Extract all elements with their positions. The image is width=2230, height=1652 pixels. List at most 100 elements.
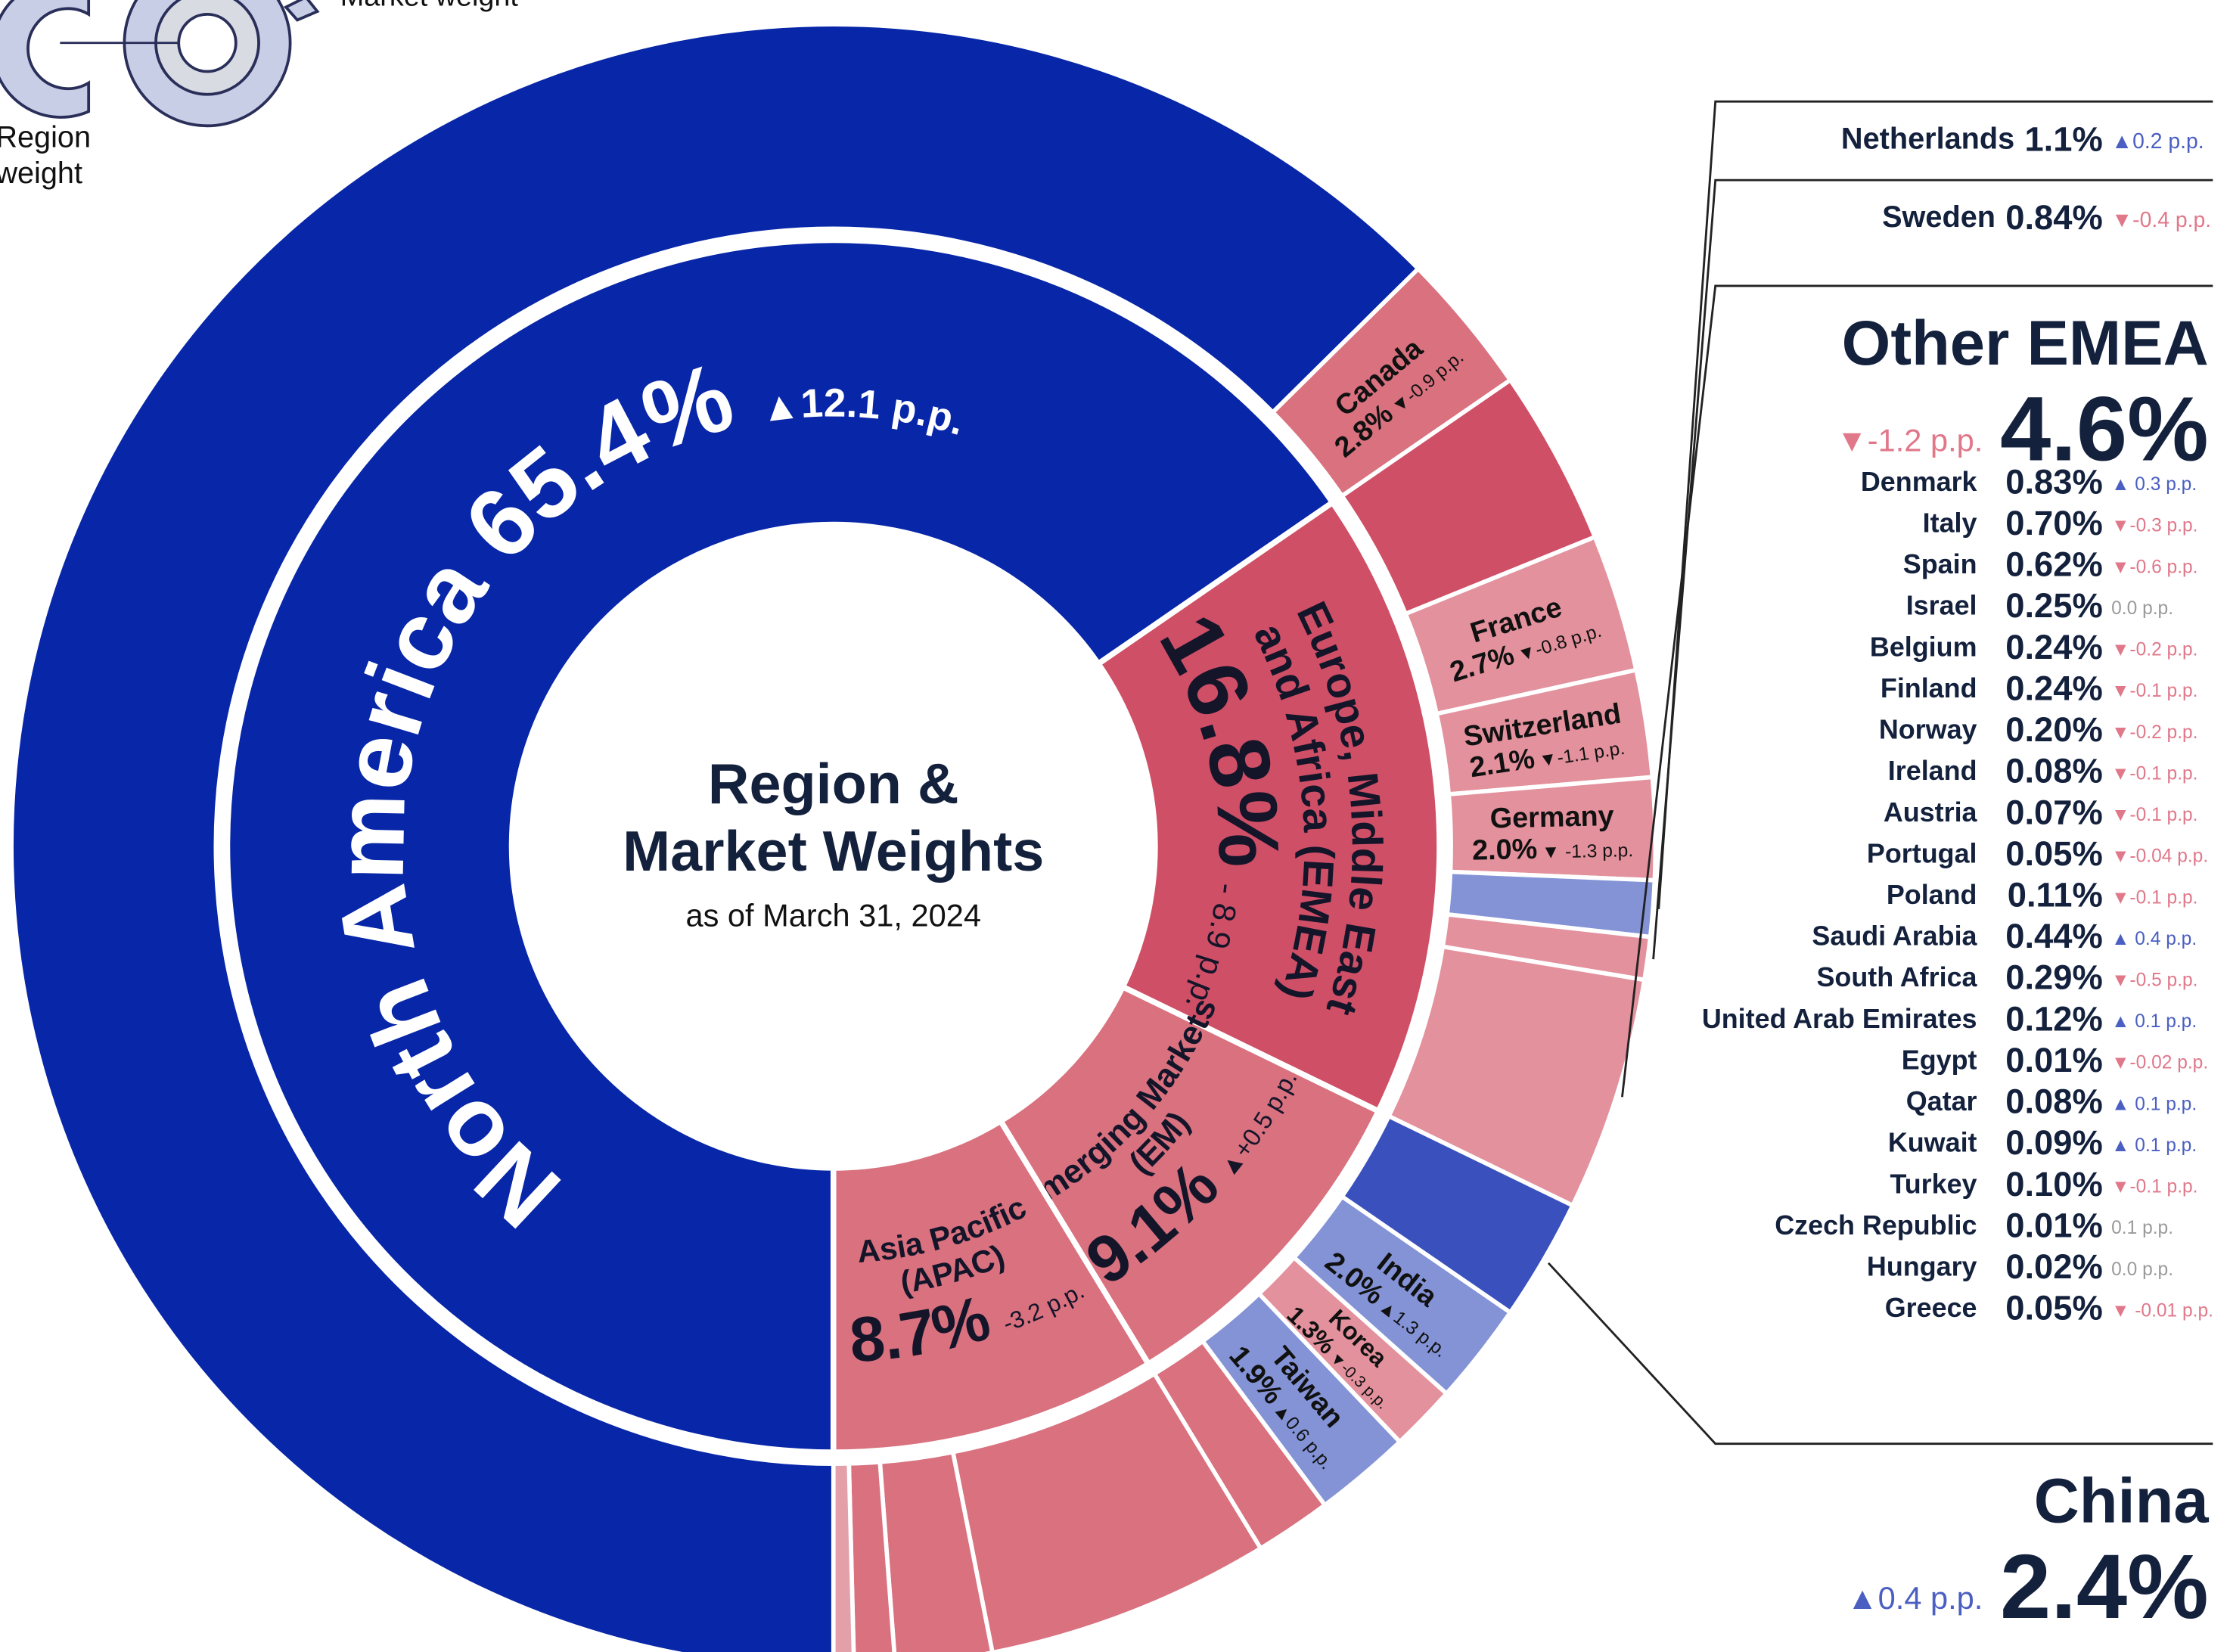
chart-title: Market Weights (623, 820, 1044, 883)
list-value: 0.02% (2005, 1247, 2103, 1286)
list-name: Italy (1923, 508, 1977, 538)
list-value: 0.11% (2008, 875, 2103, 914)
list-change: ▼-0.2 p.p. (2111, 722, 2197, 743)
list-name: Finland (1881, 673, 1977, 703)
list-change: ▲ 0.1 p.p. (2111, 1135, 2197, 1156)
market-segment (1269, 266, 1514, 499)
list-value: 0.24% (2005, 669, 2103, 707)
legend-pointer (283, 0, 320, 22)
list-change: ▼-0.6 p.p. (2111, 557, 2197, 577)
list-name: Kuwait (1888, 1128, 1977, 1158)
region-segment (996, 983, 1383, 1368)
list-change: ▼-0.5 p.p. (2111, 970, 2197, 990)
market-value-line: 2.0% ▼ -1.3 p.p. (1472, 831, 1634, 867)
region-segment (1094, 498, 1443, 1116)
market-name: Germany (1489, 800, 1614, 834)
list-value: 0.08% (2005, 752, 2103, 790)
callout-line: Netherlands 1.1% (1841, 120, 2103, 158)
list-value: 0.12% (2005, 999, 2103, 1038)
list-change: 0.1 p.p. (2111, 1218, 2173, 1238)
callout-name: Netherlands (1841, 122, 2014, 155)
market-value-label: 2.0% (1472, 834, 1538, 867)
list-name: Spain (1903, 549, 1977, 579)
list-value: 0.44% (2005, 917, 2103, 955)
list-value: 0.07% (2005, 793, 2103, 831)
callout-change: ▼-0.4 p.p. (2111, 208, 2211, 232)
callout-value: 1.1% (2024, 120, 2102, 158)
list-value: 0.70% (2005, 504, 2103, 542)
list-change: ▼ -0.01 p.p. (2111, 1300, 2213, 1321)
region-segment (830, 1116, 1153, 1455)
legend-market-label: Market weight (340, 0, 519, 13)
list-name: Portugal (1867, 838, 1977, 868)
list-name: Czech Republic (1775, 1210, 1977, 1241)
callout-value: 2.4% (2000, 1536, 2209, 1638)
list-value: 0.20% (2005, 710, 2103, 749)
region-segment (224, 237, 1337, 1455)
market-segment (831, 1461, 856, 1652)
legend-region-shape (0, 0, 91, 119)
callout-name: China (2034, 1466, 2210, 1536)
list-value: 0.01% (2005, 1041, 2103, 1079)
list-name: Austria (1884, 797, 1978, 828)
leader-line (1621, 284, 2213, 1098)
list-value: 0.25% (2005, 586, 2103, 625)
list-change: ▼-0.02 p.p. (2111, 1053, 2208, 1073)
market-change: ▼ -1.3 p.p. (1542, 840, 1634, 863)
callout-change: ▼-1.2 p.p. (1837, 423, 1983, 458)
leader-line (1657, 100, 2213, 909)
list-change: ▲ 0.4 p.p. (2111, 929, 2197, 949)
callout-value: 4.6% (2000, 377, 2209, 480)
list-value: 0.01% (2005, 1206, 2103, 1244)
list-change: ▼-0.1 p.p. (2111, 805, 2197, 825)
list-change: 0.0 p.p. (2111, 1259, 2173, 1280)
list-name: Israel (1906, 591, 1977, 621)
list-name: Hungary (1867, 1252, 1977, 1282)
chart-title: Region & (708, 753, 959, 816)
list-change: ▼-0.1 p.p. (2111, 763, 2197, 784)
list-value: 0.29% (2005, 958, 2103, 997)
list-change: ▼-0.3 p.p. (2111, 516, 2197, 536)
legend-region-label: Region (0, 121, 91, 154)
legend-region-label: weight (0, 157, 82, 190)
list-value: 0.24% (2005, 628, 2103, 666)
list-name: Belgium (1870, 632, 1977, 662)
list-name: Qatar (1906, 1086, 1977, 1116)
list-change: ▼-0.2 p.p. (2111, 640, 2197, 660)
list-value: 0.05% (2005, 834, 2103, 873)
market-value-line: 2.1%▼-1.1 p.p. (1468, 729, 1626, 784)
list-change: ▲ 0.1 p.p. (2111, 1094, 2197, 1114)
list-name: Turkey (1890, 1169, 1977, 1199)
callout-name: Sweden (1882, 200, 1996, 234)
chart-subtitle: as of March 31, 2024 (685, 898, 980, 933)
list-value: 0.10% (2005, 1165, 2103, 1203)
callout-name: Other EMEA (1842, 308, 2209, 378)
list-name: Greece (1885, 1293, 1977, 1323)
list-name: South Africa (1816, 962, 1977, 992)
list-change: ▼-0.1 p.p. (2111, 681, 2197, 701)
list-change: ▼-0.1 p.p. (2111, 1177, 2197, 1197)
leader-line (1652, 179, 2213, 960)
legend-icon (0, 0, 320, 128)
list-name: United Arab Emirates (1702, 1004, 1977, 1034)
list-name: Egypt (1902, 1045, 1977, 1075)
list-value: 0.08% (2005, 1082, 2103, 1121)
legend-hole (177, 13, 238, 73)
market-segment (9, 22, 1421, 1652)
list-name: Ireland (1888, 756, 1977, 786)
callout-change: ▲0.2 p.p. (2111, 129, 2204, 154)
list-name: Saudi Arabia (1812, 921, 1977, 952)
list-name: Denmark (1861, 467, 1977, 497)
list-value: 0.62% (2005, 545, 2103, 584)
list-value: 0.83% (2005, 462, 2103, 501)
list-change: ▼-0.04 p.p. (2111, 846, 2208, 867)
list-name: Poland (1887, 880, 1977, 910)
list-value: 0.05% (2005, 1289, 2103, 1328)
list-name: Norway (1879, 715, 1977, 745)
callout-value: 0.84% (2005, 198, 2103, 237)
callout-line: Sweden 0.84% (1882, 198, 2103, 237)
list-change: ▲ 0.1 p.p. (2111, 1011, 2197, 1032)
